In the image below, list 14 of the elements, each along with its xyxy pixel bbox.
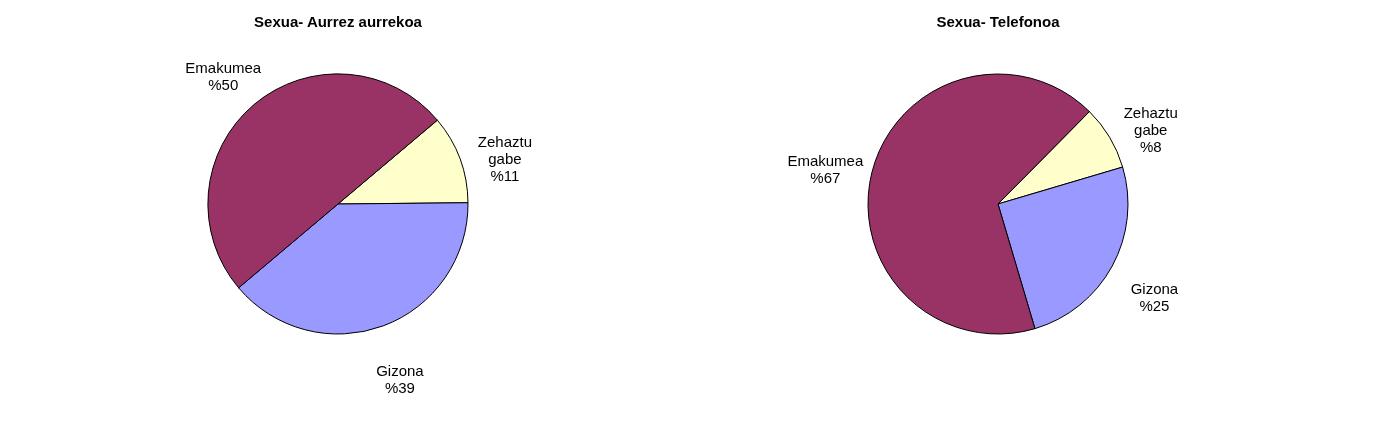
data-label: %8 [1139, 137, 1162, 155]
slice-label: Gizona [1130, 279, 1179, 297]
slice-label: Gizona [376, 361, 425, 379]
chart-title: Sexua- Telefonoa [936, 13, 1061, 30]
data-label: %11 [490, 167, 520, 185]
slice-label: Zehaztu gabe [1123, 103, 1178, 138]
data-label: %67 [810, 168, 841, 186]
data-label: %39 [384, 378, 415, 396]
data-label: %50 [208, 75, 239, 93]
slice-label: Zehaztu gabe [477, 133, 532, 168]
data-label: %25 [1139, 296, 1170, 314]
slice-label: Emakumea [185, 58, 262, 76]
slice-label: Emakumea [787, 151, 864, 169]
chart-title: Sexua- Aurrez aurrekoa [254, 13, 423, 30]
